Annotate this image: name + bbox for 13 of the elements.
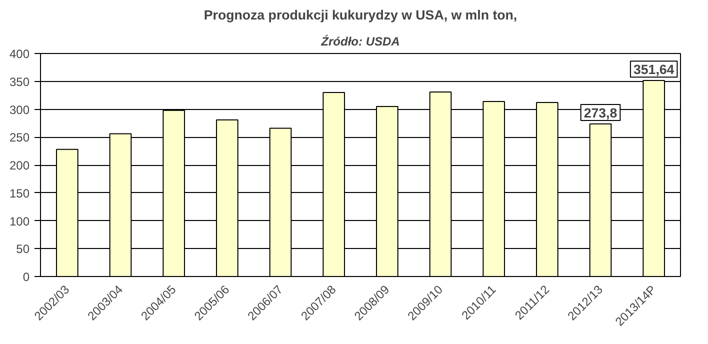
y-tick-label: 100 xyxy=(9,214,30,228)
data-label: 351,64 xyxy=(633,62,675,78)
chart-title: Prognoza produkcji kukurydzy w USA, w mln ton, xyxy=(204,8,518,22)
y-tick-label: 150 xyxy=(9,186,30,200)
y-tick-label: 350 xyxy=(9,74,30,89)
y-tick-label: 50 xyxy=(16,242,30,256)
y-tick-label: 200 xyxy=(9,158,30,172)
y-tick-label: 0 xyxy=(22,270,30,284)
y-tick-label: 250 xyxy=(9,130,30,145)
chart-subtitle: Źródło: USDA xyxy=(320,34,400,48)
y-tick-label: 400 xyxy=(9,47,30,61)
data-label: 273,8 xyxy=(584,106,618,121)
y-tick-label: 300 xyxy=(9,102,30,117)
